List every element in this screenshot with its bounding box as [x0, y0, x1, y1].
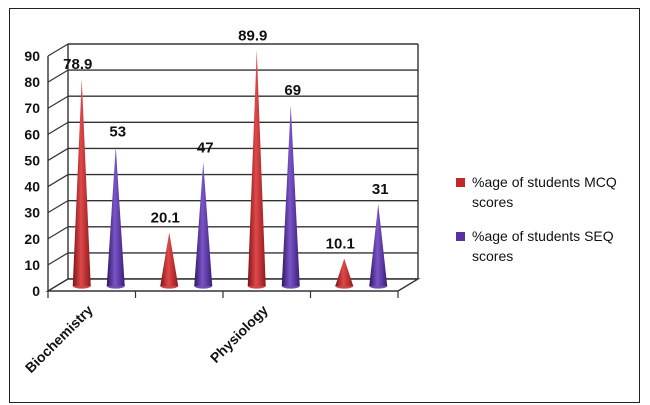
- cone-mcq-3: [335, 258, 354, 286]
- y-tick-label-40: 40: [24, 179, 40, 195]
- data-label-mcq-3: 10.1: [326, 236, 355, 253]
- data-label-mcq-0: 78.9: [63, 56, 92, 73]
- chart-floor: [45, 278, 421, 292]
- data-label-seq-3: 31: [372, 181, 389, 198]
- legend-swatch-mcq: [456, 178, 465, 187]
- cone-mcq-2: [247, 50, 266, 287]
- cone-mcq-0: [72, 78, 91, 286]
- cone-seq-0: [106, 146, 125, 286]
- legend-label-mcq-line1: %age of students MCQ: [472, 174, 617, 190]
- legend-item-mcq: %age of students MCQ scores: [456, 172, 646, 212]
- y-tick-label-30: 30: [24, 205, 40, 221]
- gridline-side-90: [47, 43, 69, 57]
- legend-label-seq-line1: %age of students SEQ: [472, 228, 614, 244]
- gridline-side-10: [47, 252, 69, 266]
- y-tick-label-90: 90: [24, 48, 40, 64]
- gridline-side-70: [47, 95, 69, 109]
- y-tick-label-0: 0: [32, 283, 40, 299]
- gridline-side-30: [47, 200, 69, 214]
- data-label-seq-2: 69: [284, 82, 301, 99]
- y-tick-label-70: 70: [24, 100, 40, 116]
- gridline-side-80: [47, 69, 69, 83]
- legend-label-seq-line2: scores: [472, 248, 514, 264]
- gridline-side-20: [47, 226, 69, 240]
- y-tick-label-80: 80: [24, 74, 40, 90]
- x-category-label-0: Biochemistry: [22, 302, 96, 376]
- cone-mcq-1: [160, 232, 179, 286]
- gridline-side-50: [47, 147, 69, 161]
- cone-seq-2: [281, 104, 300, 286]
- gridline-side-60: [47, 121, 69, 135]
- data-label-mcq-2: 89.9: [238, 27, 267, 44]
- gridline-side-40: [47, 174, 69, 188]
- chart-legend: %age of students MCQ scores %age of stud…: [456, 172, 646, 280]
- y-tick-label-10: 10: [24, 257, 40, 273]
- legend-swatch-seq: [456, 232, 465, 241]
- y-tick-label-50: 50: [24, 152, 40, 168]
- data-label-seq-1: 47: [197, 139, 214, 156]
- y-tick-label-60: 60: [24, 126, 40, 142]
- data-label-seq-0: 53: [109, 124, 126, 141]
- legend-label-mcq-line2: scores: [472, 194, 514, 210]
- x-category-label-2: Physiology: [207, 302, 271, 366]
- data-label-mcq-1: 20.1: [151, 210, 180, 227]
- legend-item-seq: %age of students SEQ scores: [456, 226, 646, 266]
- cone-seq-1: [194, 162, 213, 286]
- cone-seq-3: [369, 204, 388, 286]
- y-tick-label-20: 20: [24, 231, 40, 247]
